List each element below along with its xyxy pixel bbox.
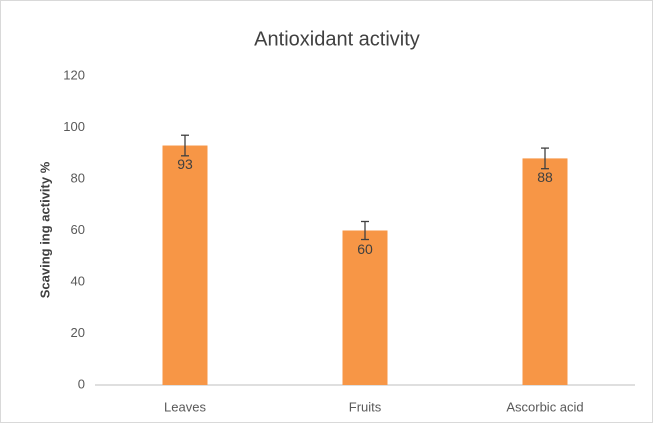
y-tick-label: 0 [78,376,85,391]
y-tick-label: 120 [63,67,85,82]
y-tick-label: 60 [71,222,85,237]
y-tick-label: 40 [71,273,85,288]
bar [342,230,388,385]
x-tick-label: Leaves [164,399,206,414]
chart-title: Antioxidant activity [254,28,420,50]
data-label: 88 [537,169,553,185]
error-bar [361,220,369,241]
error-bar [541,147,549,170]
error-bar [181,134,189,157]
bar [522,158,568,385]
bar [162,145,208,385]
y-tick-label: 20 [71,325,85,340]
y-tick-label: 100 [63,119,85,134]
y-axis-label: Scaving ing activity % [37,161,52,298]
data-label: 60 [357,241,373,257]
x-tick-label: Fruits [349,399,382,414]
x-tick-label: Ascorbic acid [506,399,583,414]
y-tick-label: 80 [71,170,85,185]
data-label: 93 [177,156,193,172]
